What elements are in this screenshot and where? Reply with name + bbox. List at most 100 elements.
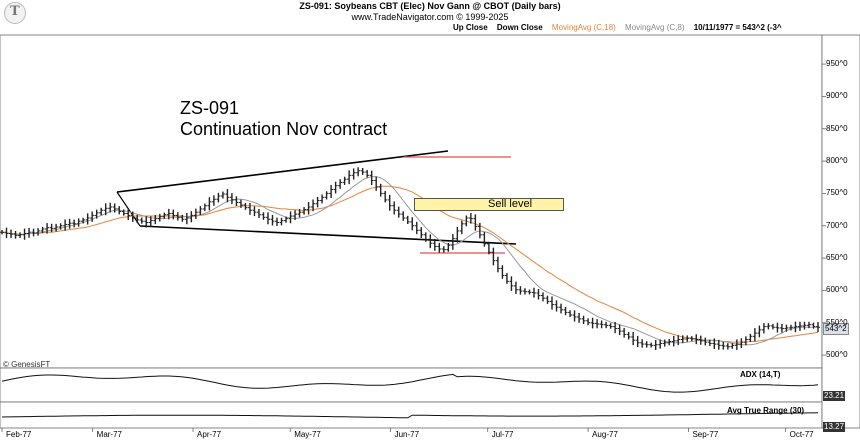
- x-tick-label: Jun-77: [394, 430, 420, 439]
- price-bar: [144, 216, 149, 228]
- x-tick-label: Aug-77: [592, 430, 618, 439]
- price-bar: [432, 238, 437, 251]
- x-tick-label: Apr-77: [197, 430, 222, 439]
- price-bar: [171, 209, 176, 220]
- upper-trendline: [116, 150, 449, 193]
- price-bar: [387, 194, 392, 211]
- price-bar: [67, 218, 72, 229]
- y-tick-label: 750^0: [826, 188, 848, 198]
- price-bar: [743, 336, 748, 346]
- price-bar: [716, 339, 721, 350]
- price-bar: [626, 331, 631, 340]
- y-tick-label: 500^0: [826, 350, 848, 360]
- price-bar: [491, 247, 496, 266]
- price-bar: [599, 320, 604, 329]
- adx-last-value: 23.21: [823, 391, 846, 401]
- price-bar: [13, 230, 18, 239]
- ma8-series: [1, 176, 818, 346]
- price-bar: [302, 207, 307, 215]
- chart-title: ZS-091: Soybeans CBT (Elec) Nov Gann @ C…: [299, 1, 561, 11]
- price-bar: [577, 313, 582, 323]
- price-bar: [689, 336, 694, 342]
- navigator-logo: T: [4, 2, 26, 24]
- adx-line: [1, 373, 819, 393]
- price-bar: [139, 217, 144, 224]
- price-bar: [513, 281, 518, 295]
- price-bar: [550, 296, 555, 310]
- price-bar: [455, 227, 460, 243]
- price-bar: [220, 191, 225, 199]
- price-bar: [225, 189, 230, 203]
- price-bar: [468, 213, 473, 224]
- price-bar: [540, 292, 545, 302]
- price-bar: [671, 335, 676, 347]
- price-bar: [811, 322, 816, 329]
- price-bar: [770, 323, 775, 330]
- price-bar: [31, 228, 36, 237]
- price-bar: [734, 339, 739, 350]
- price-bar: [202, 203, 207, 212]
- price-bar: [117, 206, 122, 215]
- price-bar: [748, 333, 753, 343]
- annotation-title: ZS-091 Continuation Nov contract: [180, 98, 387, 140]
- price-bar: [342, 176, 347, 185]
- price-bar: [90, 211, 95, 222]
- price-bar: [522, 288, 527, 295]
- price-bar: [184, 213, 189, 225]
- price-bar: [54, 223, 59, 232]
- y-tick-label: 950^0: [826, 59, 848, 69]
- price-bar: [329, 184, 334, 199]
- y-tick-label: 700^0: [826, 220, 848, 230]
- price-bar: [504, 273, 509, 284]
- price-bar: [635, 335, 640, 348]
- adx-panel-frame: [0, 367, 823, 403]
- price-bar: [275, 217, 280, 227]
- price-bar: [680, 335, 685, 344]
- price-bar: [401, 211, 406, 221]
- price-bar: [135, 214, 140, 224]
- price-bar: [396, 206, 401, 218]
- price-bar: [441, 246, 446, 253]
- price-bar: [383, 190, 388, 203]
- y-tick-label: 800^0: [826, 156, 848, 166]
- price-bar: [608, 323, 613, 329]
- adx-panel-label: ADX (14,T): [740, 370, 781, 379]
- y-tick-label: 600^0: [826, 285, 848, 295]
- y-tick-label: 900^0: [826, 91, 848, 101]
- price-bar: [153, 215, 158, 225]
- price-bar: [757, 325, 762, 338]
- price-bar: [405, 215, 410, 225]
- annotation-line1: ZS-091: [180, 98, 240, 118]
- price-bar: [694, 334, 699, 345]
- price-bar: [121, 209, 126, 216]
- price-bar: [721, 341, 726, 350]
- ma18-line: [1, 185, 819, 343]
- price-bar: [604, 321, 609, 329]
- price-bar: [500, 265, 505, 279]
- x-tick-label: Feb-77: [6, 430, 32, 439]
- price-bar: [297, 208, 302, 218]
- x-tick-label: Mar-77: [96, 430, 122, 439]
- price-bar: [270, 215, 275, 226]
- annotation-line2: Continuation Nov contract: [180, 119, 388, 139]
- price-bar: [707, 339, 712, 346]
- price-bar: [347, 170, 352, 185]
- price-bar: [166, 208, 171, 220]
- price-bar: [72, 219, 77, 228]
- price-bar: [49, 223, 54, 233]
- price-bar: [779, 323, 784, 333]
- legend-up-close: Up Close: [453, 23, 488, 32]
- price-bar: [216, 192, 221, 203]
- price-bar: [112, 203, 117, 213]
- adx-series: [1, 373, 819, 393]
- price-bar: [85, 213, 90, 225]
- x-tick-label: Oct-77: [789, 430, 814, 439]
- legend-date-readout: 10/11/1977 = 543^2 (-3^: [693, 23, 782, 32]
- price-bar: [617, 324, 622, 336]
- price-bar: [247, 203, 252, 215]
- price-bar: [365, 169, 370, 178]
- x-tick-label: Jul-77: [491, 430, 514, 439]
- price-bar: [446, 243, 451, 252]
- price-bar: [495, 256, 500, 273]
